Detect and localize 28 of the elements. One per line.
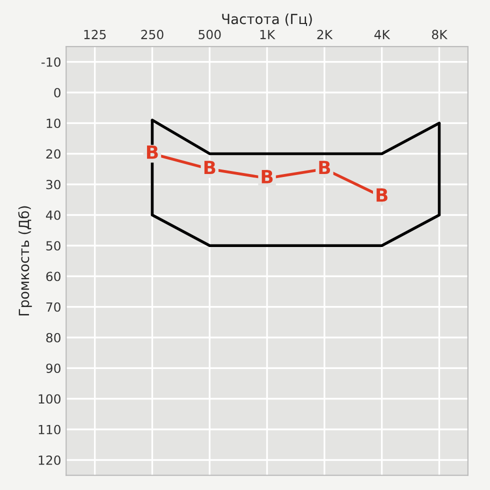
annotation: B bbox=[376, 188, 388, 202]
y-tick-label: 0 bbox=[54, 88, 60, 98]
y-tick-label: 20 bbox=[46, 149, 60, 159]
y-tick-label: -10 bbox=[41, 57, 60, 67]
x-tick-label: 250 bbox=[141, 30, 164, 40]
y-tick-label: 110 bbox=[38, 424, 60, 434]
y-tick-label: 90 bbox=[46, 364, 60, 374]
y-axis-title: Громкость (Дб) bbox=[18, 206, 32, 316]
y-tick-label: 40 bbox=[46, 210, 60, 220]
x-tick-label: 8K bbox=[432, 30, 448, 40]
y-tick-label: 100 bbox=[38, 394, 60, 404]
x-tick-label: 1K bbox=[260, 30, 276, 40]
y-tick-label: 120 bbox=[38, 455, 60, 465]
x-axis-title: Частота (Гц) bbox=[222, 13, 312, 26]
y-tick-label: 30 bbox=[46, 180, 60, 190]
annotation: B bbox=[319, 160, 330, 174]
y-tick-label: 70 bbox=[46, 302, 60, 312]
annotation: B bbox=[262, 170, 273, 184]
annotation: B bbox=[147, 146, 158, 159]
y-tick-label: 60 bbox=[46, 272, 60, 282]
y-tick-label: 80 bbox=[46, 332, 60, 342]
y-tick-label: 50 bbox=[46, 241, 60, 251]
x-tick-label: 125 bbox=[84, 30, 106, 40]
x-tick-label: 500 bbox=[198, 30, 221, 40]
y-tick-label: 10 bbox=[46, 118, 60, 128]
x-tick-label: 4K bbox=[374, 30, 390, 40]
x-tick-label: 2K bbox=[317, 30, 333, 40]
annotation: B bbox=[204, 160, 216, 174]
